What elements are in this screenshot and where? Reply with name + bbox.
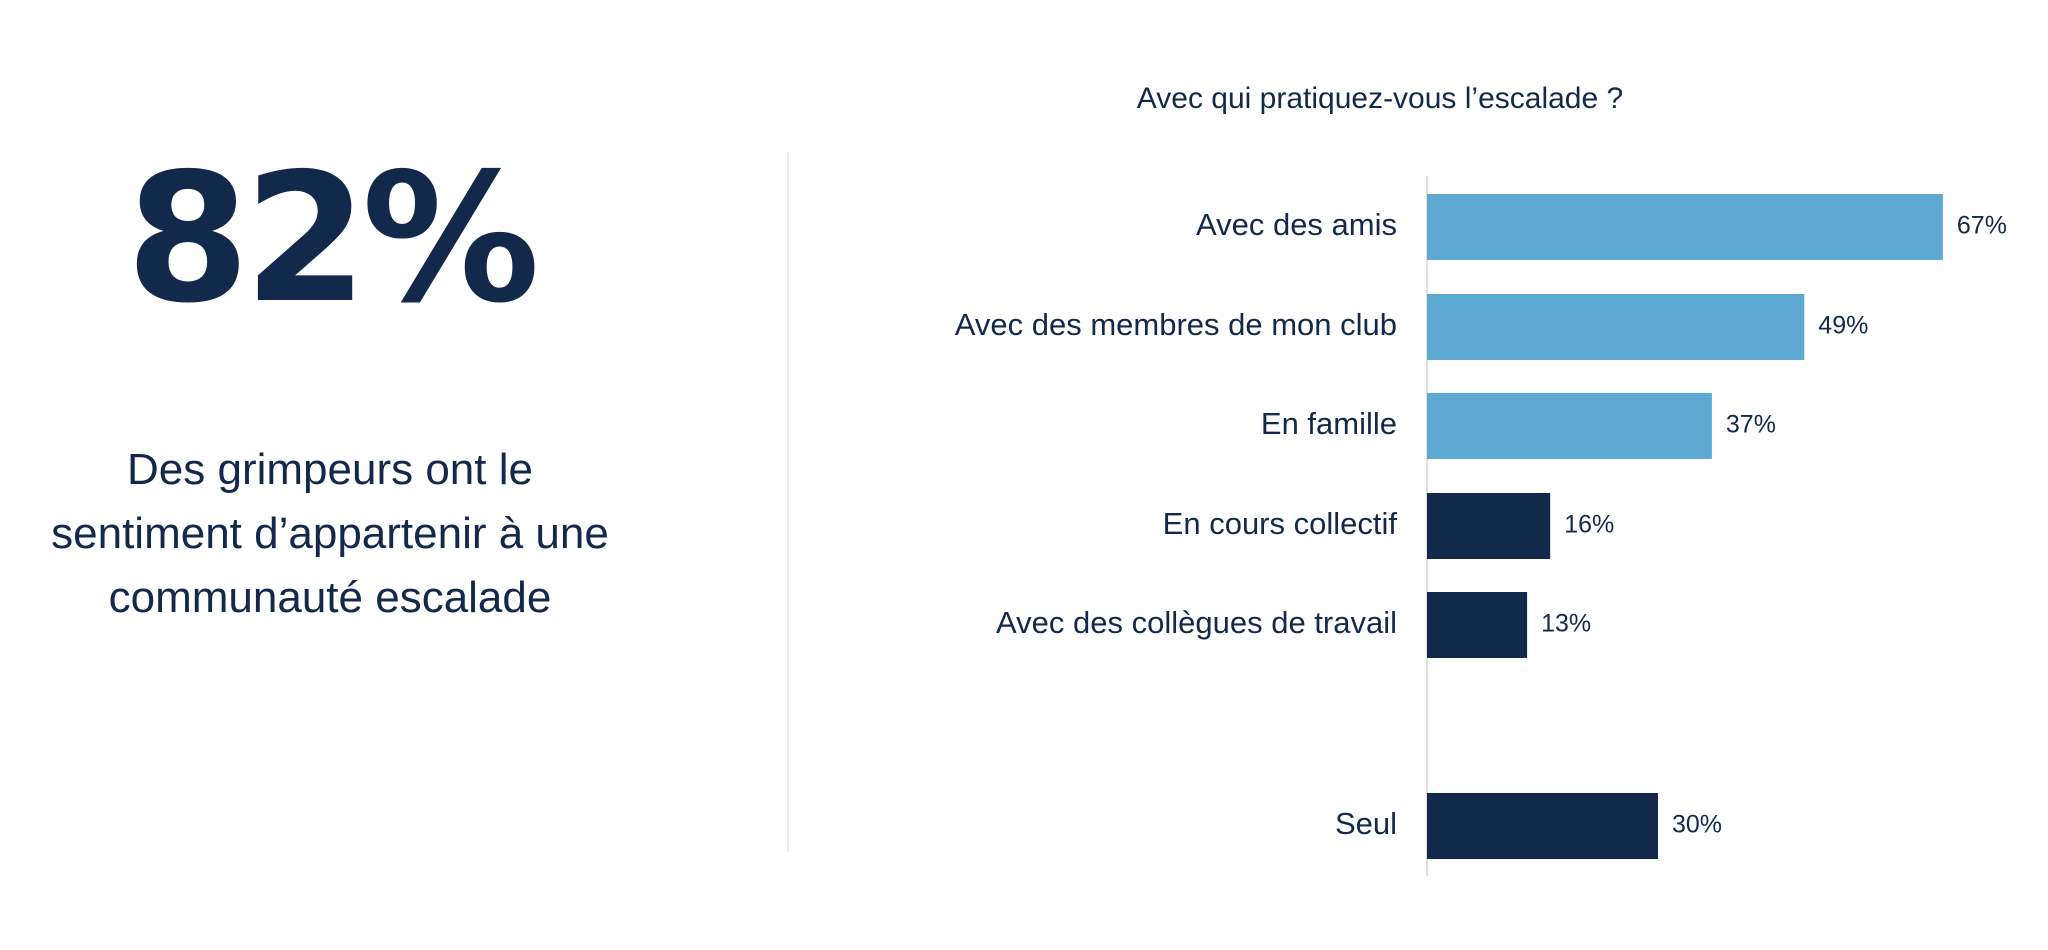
panel-divider — [787, 152, 789, 852]
bar-2 — [1427, 393, 1712, 459]
data-label-0: 67% — [1957, 212, 2007, 240]
category-label-4: Avec des collègues de travail — [996, 605, 1397, 640]
category-label-1: Avec des membres de mon club — [955, 307, 1397, 342]
data-label-5: 30% — [1672, 811, 1722, 839]
bar-0 — [1427, 194, 1943, 260]
highlight-caption: Des grimpeurs ont le sentiment d’apparte… — [51, 445, 609, 622]
bar-1 — [1427, 294, 1805, 360]
category-label-5: Seul — [1335, 806, 1397, 841]
data-label-2: 37% — [1726, 411, 1776, 439]
bar-4 — [1427, 592, 1528, 658]
chart-title: Avec qui pratiquez-vous l’escalade ? — [1136, 82, 1624, 115]
bar-5 — [1427, 793, 1658, 859]
data-label-4: 13% — [1541, 610, 1591, 638]
category-label-3: En cours collectif — [1163, 506, 1398, 541]
highlight-value: 82% — [125, 135, 540, 342]
data-label-1: 49% — [1818, 312, 1868, 340]
data-label-3: 16% — [1564, 511, 1614, 539]
highlight-panel: 82% Des grimpeurs ont le sentiment d’app… — [40, 150, 620, 630]
category-label-2: En famille — [1261, 406, 1397, 441]
category-label-0: Avec des amis — [1196, 207, 1397, 242]
bar-3 — [1427, 493, 1551, 559]
